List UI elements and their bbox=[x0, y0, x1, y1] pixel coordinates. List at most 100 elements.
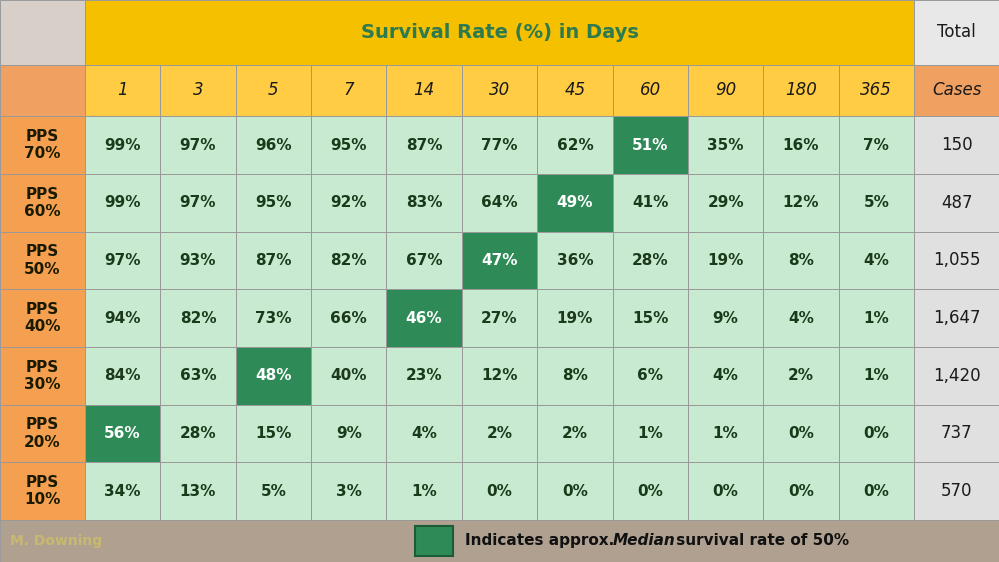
Bar bbox=[0, 462, 85, 520]
Text: 15%: 15% bbox=[632, 311, 668, 325]
Bar bbox=[0, 65, 85, 116]
Bar bbox=[462, 232, 537, 289]
Text: 5%: 5% bbox=[863, 196, 889, 210]
Text: 4%: 4% bbox=[788, 311, 814, 325]
Bar bbox=[236, 232, 311, 289]
Text: 47%: 47% bbox=[482, 253, 517, 268]
Text: 93%: 93% bbox=[180, 253, 216, 268]
Bar bbox=[311, 347, 387, 405]
Text: PPS
10%: PPS 10% bbox=[24, 475, 61, 507]
Bar bbox=[387, 462, 462, 520]
Text: PPS
70%: PPS 70% bbox=[24, 129, 61, 161]
Text: 90: 90 bbox=[715, 81, 736, 99]
Bar bbox=[236, 462, 311, 520]
Bar bbox=[763, 232, 839, 289]
Text: PPS
40%: PPS 40% bbox=[24, 302, 61, 334]
Bar bbox=[387, 232, 462, 289]
Text: PPS
60%: PPS 60% bbox=[24, 187, 61, 219]
Text: survival rate of 50%: survival rate of 50% bbox=[671, 533, 849, 549]
Text: 15%: 15% bbox=[255, 426, 292, 441]
Bar bbox=[85, 347, 160, 405]
Text: 1%: 1% bbox=[637, 426, 663, 441]
Bar bbox=[160, 347, 236, 405]
Bar bbox=[537, 116, 612, 174]
Text: 365: 365 bbox=[860, 81, 892, 99]
Bar bbox=[537, 405, 612, 462]
Text: 73%: 73% bbox=[255, 311, 292, 325]
Text: 0%: 0% bbox=[487, 483, 512, 498]
Text: Indicates approx.: Indicates approx. bbox=[465, 533, 619, 549]
Text: 1,647: 1,647 bbox=[933, 309, 980, 327]
Bar bbox=[311, 116, 387, 174]
Text: 4%: 4% bbox=[412, 426, 437, 441]
Text: 46%: 46% bbox=[406, 311, 443, 325]
Text: 8%: 8% bbox=[562, 368, 587, 383]
Bar bbox=[311, 232, 387, 289]
Bar bbox=[688, 65, 763, 116]
Text: Median: Median bbox=[612, 533, 675, 549]
Text: 64%: 64% bbox=[482, 196, 517, 210]
Bar bbox=[914, 289, 999, 347]
Bar bbox=[763, 405, 839, 462]
Text: 35%: 35% bbox=[707, 138, 744, 153]
Text: 83%: 83% bbox=[406, 196, 443, 210]
Text: 1%: 1% bbox=[863, 368, 889, 383]
Bar bbox=[612, 174, 688, 232]
Bar bbox=[160, 289, 236, 347]
Text: 0%: 0% bbox=[637, 483, 663, 498]
Text: 94%: 94% bbox=[104, 311, 141, 325]
Text: 66%: 66% bbox=[331, 311, 367, 325]
Text: 13%: 13% bbox=[180, 483, 216, 498]
Text: 5%: 5% bbox=[261, 483, 287, 498]
Bar bbox=[387, 289, 462, 347]
Text: 7%: 7% bbox=[863, 138, 889, 153]
Text: 30: 30 bbox=[489, 81, 510, 99]
Text: 4%: 4% bbox=[712, 368, 738, 383]
Bar bbox=[85, 462, 160, 520]
Bar bbox=[0, 289, 85, 347]
Bar bbox=[387, 116, 462, 174]
Bar bbox=[160, 116, 236, 174]
Bar bbox=[462, 174, 537, 232]
Text: 87%: 87% bbox=[406, 138, 443, 153]
Text: 63%: 63% bbox=[180, 368, 217, 383]
Bar bbox=[387, 65, 462, 116]
Text: 19%: 19% bbox=[556, 311, 593, 325]
Text: 1,055: 1,055 bbox=[933, 251, 980, 269]
Bar bbox=[0, 116, 85, 174]
Text: 97%: 97% bbox=[104, 253, 141, 268]
Text: 2%: 2% bbox=[561, 426, 587, 441]
Text: 487: 487 bbox=[941, 194, 972, 212]
Bar bbox=[763, 65, 839, 116]
Bar bbox=[0, 0, 85, 65]
Text: 2%: 2% bbox=[487, 426, 512, 441]
Text: 1: 1 bbox=[117, 81, 128, 99]
Bar bbox=[839, 405, 914, 462]
Text: 0%: 0% bbox=[788, 483, 814, 498]
Text: 82%: 82% bbox=[180, 311, 217, 325]
Text: 0%: 0% bbox=[863, 483, 889, 498]
Text: 56%: 56% bbox=[104, 426, 141, 441]
Bar bbox=[462, 405, 537, 462]
Text: 1%: 1% bbox=[863, 311, 889, 325]
Bar bbox=[839, 116, 914, 174]
Text: 95%: 95% bbox=[331, 138, 367, 153]
Text: 1%: 1% bbox=[412, 483, 437, 498]
Text: 84%: 84% bbox=[104, 368, 141, 383]
Bar bbox=[160, 405, 236, 462]
Bar bbox=[85, 0, 914, 65]
Text: 28%: 28% bbox=[180, 426, 217, 441]
Text: 5: 5 bbox=[268, 81, 279, 99]
Bar bbox=[839, 289, 914, 347]
Bar bbox=[0, 405, 85, 462]
Bar bbox=[914, 116, 999, 174]
Text: 41%: 41% bbox=[632, 196, 668, 210]
Bar bbox=[160, 65, 236, 116]
Bar bbox=[85, 405, 160, 462]
Text: 36%: 36% bbox=[556, 253, 593, 268]
Text: PPS
50%: PPS 50% bbox=[24, 244, 61, 277]
Text: 92%: 92% bbox=[331, 196, 367, 210]
Bar bbox=[688, 174, 763, 232]
Bar bbox=[763, 462, 839, 520]
Text: 16%: 16% bbox=[783, 138, 819, 153]
